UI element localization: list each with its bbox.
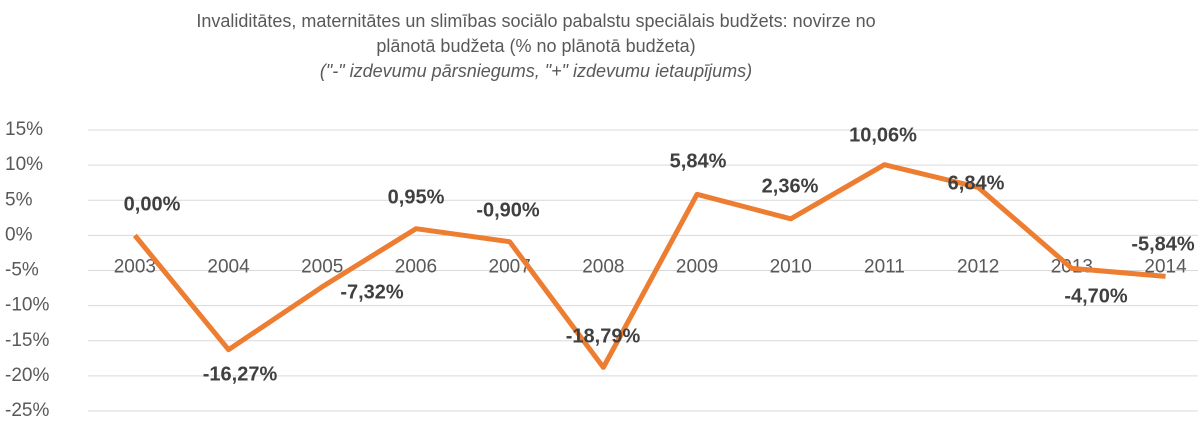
x-tick-label: 2014	[1144, 256, 1187, 277]
x-tick-label: 2004	[207, 256, 250, 277]
data-label: -7,32%	[340, 281, 404, 303]
y-tick-label: -15%	[5, 330, 49, 351]
chart-title: plānotā budžeta (% no plānotā budžeta)	[376, 36, 695, 56]
y-tick-label: 15%	[5, 119, 43, 140]
x-tick-label: 2007	[489, 256, 531, 277]
data-label: -0,90%	[476, 199, 540, 221]
x-tick-label: 2012	[957, 256, 999, 277]
x-tick-label: 2009	[676, 256, 718, 277]
x-tick-label: 2005	[301, 256, 343, 277]
x-tick-label: 2003	[114, 256, 156, 277]
y-tick-label: 5%	[5, 189, 33, 210]
data-label: 6,84%	[948, 172, 1005, 194]
y-tick-label: -20%	[5, 365, 49, 386]
data-label: -18,79%	[566, 325, 641, 347]
y-tick-label: -10%	[5, 295, 49, 316]
y-tick-label: -25%	[5, 400, 49, 421]
data-label: -16,27%	[203, 363, 278, 385]
chart-title: Invaliditātes, maternitātes un slimības …	[196, 11, 875, 31]
chart-subtitle: ("-" izdevumu pārsniegums, "+" izdevumu …	[320, 61, 752, 81]
data-label: 2,36%	[762, 175, 819, 197]
y-tick-label: -5%	[5, 260, 39, 281]
data-label: -5,84%	[1131, 233, 1195, 255]
y-tick-label: 0%	[5, 224, 33, 245]
data-label: 0,00%	[124, 193, 181, 215]
data-label: 10,06%	[849, 124, 917, 146]
data-label: -4,70%	[1064, 285, 1128, 307]
y-tick-label: 10%	[5, 154, 43, 175]
data-label: 5,84%	[670, 150, 727, 172]
x-tick-label: 2010	[770, 256, 812, 277]
x-tick-label: 2006	[395, 256, 437, 277]
data-line	[132, 162, 1166, 370]
data-label: 0,95%	[388, 186, 445, 208]
x-tick-label: 2011	[864, 256, 905, 277]
x-tick-label: 2008	[582, 256, 624, 277]
